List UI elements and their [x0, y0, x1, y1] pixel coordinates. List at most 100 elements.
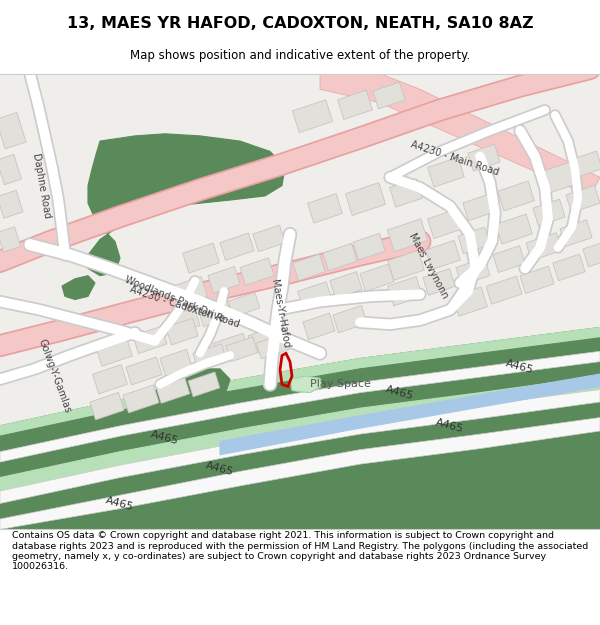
Polygon shape [0, 418, 600, 529]
Polygon shape [463, 194, 495, 221]
Polygon shape [0, 328, 600, 529]
Polygon shape [333, 306, 367, 333]
Text: A465: A465 [205, 461, 235, 478]
Polygon shape [150, 369, 230, 410]
Polygon shape [553, 254, 585, 281]
Polygon shape [298, 282, 332, 311]
Polygon shape [0, 190, 23, 218]
Polygon shape [0, 227, 20, 252]
Polygon shape [126, 357, 162, 385]
Polygon shape [220, 233, 254, 261]
Text: A4230 - Main Road: A4230 - Main Road [410, 139, 500, 177]
Polygon shape [226, 337, 258, 361]
Polygon shape [168, 308, 200, 334]
Polygon shape [493, 246, 525, 272]
Polygon shape [303, 313, 335, 340]
Text: Maes Lwynonn: Maes Lwynonn [407, 231, 449, 300]
Polygon shape [198, 299, 232, 327]
Polygon shape [248, 326, 282, 354]
Polygon shape [212, 333, 250, 363]
Polygon shape [456, 258, 490, 285]
Polygon shape [452, 287, 487, 316]
Polygon shape [290, 376, 322, 392]
Polygon shape [458, 227, 490, 254]
Polygon shape [533, 199, 565, 226]
Polygon shape [208, 266, 240, 293]
Polygon shape [520, 266, 554, 294]
Polygon shape [0, 154, 22, 185]
Text: A465: A465 [385, 384, 415, 401]
Polygon shape [0, 338, 600, 452]
Polygon shape [360, 264, 394, 291]
Polygon shape [160, 349, 192, 376]
Polygon shape [0, 74, 600, 529]
Polygon shape [293, 254, 325, 281]
Text: A4230 - Cadoxton Road: A4230 - Cadoxton Road [129, 284, 241, 329]
Polygon shape [253, 225, 285, 252]
Polygon shape [133, 326, 167, 354]
Polygon shape [560, 220, 592, 246]
Text: Woodlands Park Drive: Woodlands Park Drive [124, 275, 226, 324]
Polygon shape [292, 100, 332, 132]
Polygon shape [166, 318, 198, 345]
Polygon shape [182, 243, 220, 273]
Polygon shape [388, 219, 428, 252]
Text: A465: A465 [105, 495, 135, 512]
Polygon shape [173, 276, 208, 306]
Polygon shape [0, 328, 600, 436]
Polygon shape [346, 182, 386, 216]
Polygon shape [92, 364, 127, 394]
Polygon shape [228, 292, 260, 317]
Polygon shape [425, 241, 460, 269]
Polygon shape [256, 333, 290, 359]
Polygon shape [496, 214, 532, 244]
Polygon shape [573, 151, 600, 177]
Polygon shape [486, 276, 522, 304]
Polygon shape [320, 74, 600, 196]
Polygon shape [566, 186, 600, 213]
Polygon shape [0, 389, 600, 504]
Polygon shape [389, 179, 422, 207]
Polygon shape [388, 276, 422, 306]
Polygon shape [538, 162, 578, 195]
Text: Maes-Yr-Hafod: Maes-Yr-Hafod [269, 279, 291, 349]
Text: A465: A465 [505, 358, 535, 376]
Polygon shape [95, 336, 133, 366]
Polygon shape [0, 376, 600, 491]
Text: Map shows position and indicative extent of the property.: Map shows position and indicative extent… [130, 49, 470, 62]
Text: Contains OS data © Crown copyright and database right 2021. This information is : Contains OS data © Crown copyright and d… [12, 531, 588, 571]
Polygon shape [497, 181, 535, 211]
Polygon shape [423, 269, 455, 295]
Polygon shape [0, 431, 600, 529]
Text: Play Space: Play Space [310, 379, 370, 389]
Polygon shape [88, 134, 285, 276]
Polygon shape [373, 82, 405, 109]
Polygon shape [330, 272, 362, 298]
Polygon shape [240, 258, 274, 285]
Polygon shape [193, 344, 227, 371]
Polygon shape [353, 233, 385, 260]
Polygon shape [428, 157, 464, 187]
Polygon shape [123, 385, 159, 413]
Polygon shape [526, 232, 562, 261]
Text: A465: A465 [435, 418, 465, 434]
Polygon shape [0, 112, 26, 149]
Polygon shape [220, 374, 600, 455]
Polygon shape [0, 402, 600, 519]
Polygon shape [62, 276, 95, 299]
Polygon shape [338, 90, 373, 119]
Text: Golwg-Y-Gamlas: Golwg-Y-Gamlas [37, 338, 73, 414]
Polygon shape [90, 392, 124, 420]
Polygon shape [583, 241, 600, 267]
Polygon shape [323, 243, 357, 271]
Text: A465: A465 [150, 430, 180, 447]
Polygon shape [156, 378, 190, 403]
Polygon shape [428, 209, 463, 239]
Polygon shape [0, 362, 600, 478]
Polygon shape [188, 372, 220, 397]
Polygon shape [0, 351, 600, 462]
Text: Daphne Road: Daphne Road [31, 152, 53, 219]
Polygon shape [468, 144, 500, 171]
Text: 13, MAES YR HAFOD, CADOXTON, NEATH, SA10 8AZ: 13, MAES YR HAFOD, CADOXTON, NEATH, SA10… [67, 16, 533, 31]
Polygon shape [388, 251, 424, 280]
